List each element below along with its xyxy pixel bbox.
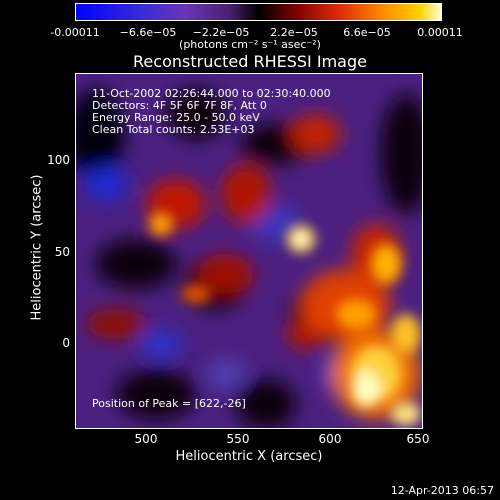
y-tick-label: 0 [62, 336, 70, 350]
colorbar-tick: −6.6e−05 [119, 26, 177, 39]
y-tick-label: 50 [54, 245, 70, 259]
colorbar-tick: 6.6e−05 [343, 26, 391, 39]
colorbar-units: (photons cm⁻² s⁻¹ asec⁻²) [179, 38, 321, 51]
info-time-range: 11-Oct-2002 02:26:44.000 to 02:30:40.000 [92, 87, 331, 100]
info-detectors: Detectors: 4F 5F 6F 7F 8F, Att 0 [92, 99, 267, 112]
info-counts: Clean Total counts: 2.53E+03 [92, 123, 255, 136]
colorbar-tick: −2.2e−05 [192, 26, 250, 39]
solar-image [75, 73, 423, 429]
timestamp: 12-Apr-2013 06:57 [390, 484, 494, 497]
y-axis-label: Heliocentric Y (arcsec) [29, 174, 45, 321]
colorbar-tick: 0.00011 [417, 26, 463, 39]
colorbar-tick: -0.00011 [50, 26, 100, 39]
x-tick-label: 500 [134, 432, 158, 446]
info-energy-range: Energy Range: 25.0 - 50.0 keV [92, 111, 260, 124]
x-tick-label: 550 [226, 432, 250, 446]
colorbar-tick: 2.2e−05 [270, 26, 318, 39]
info-peak-position: Position of Peak = [622,-26] [92, 397, 246, 410]
colorbar [75, 3, 442, 21]
x-axis-label: Heliocentric X (arcsec) [175, 449, 323, 464]
solar-image-svg [76, 74, 422, 428]
y-tick-label: 100 [47, 153, 70, 167]
image-title: Reconstructed RHESSI Image [133, 52, 367, 71]
x-tick-label: 650 [406, 432, 430, 446]
x-tick-label: 600 [318, 432, 342, 446]
